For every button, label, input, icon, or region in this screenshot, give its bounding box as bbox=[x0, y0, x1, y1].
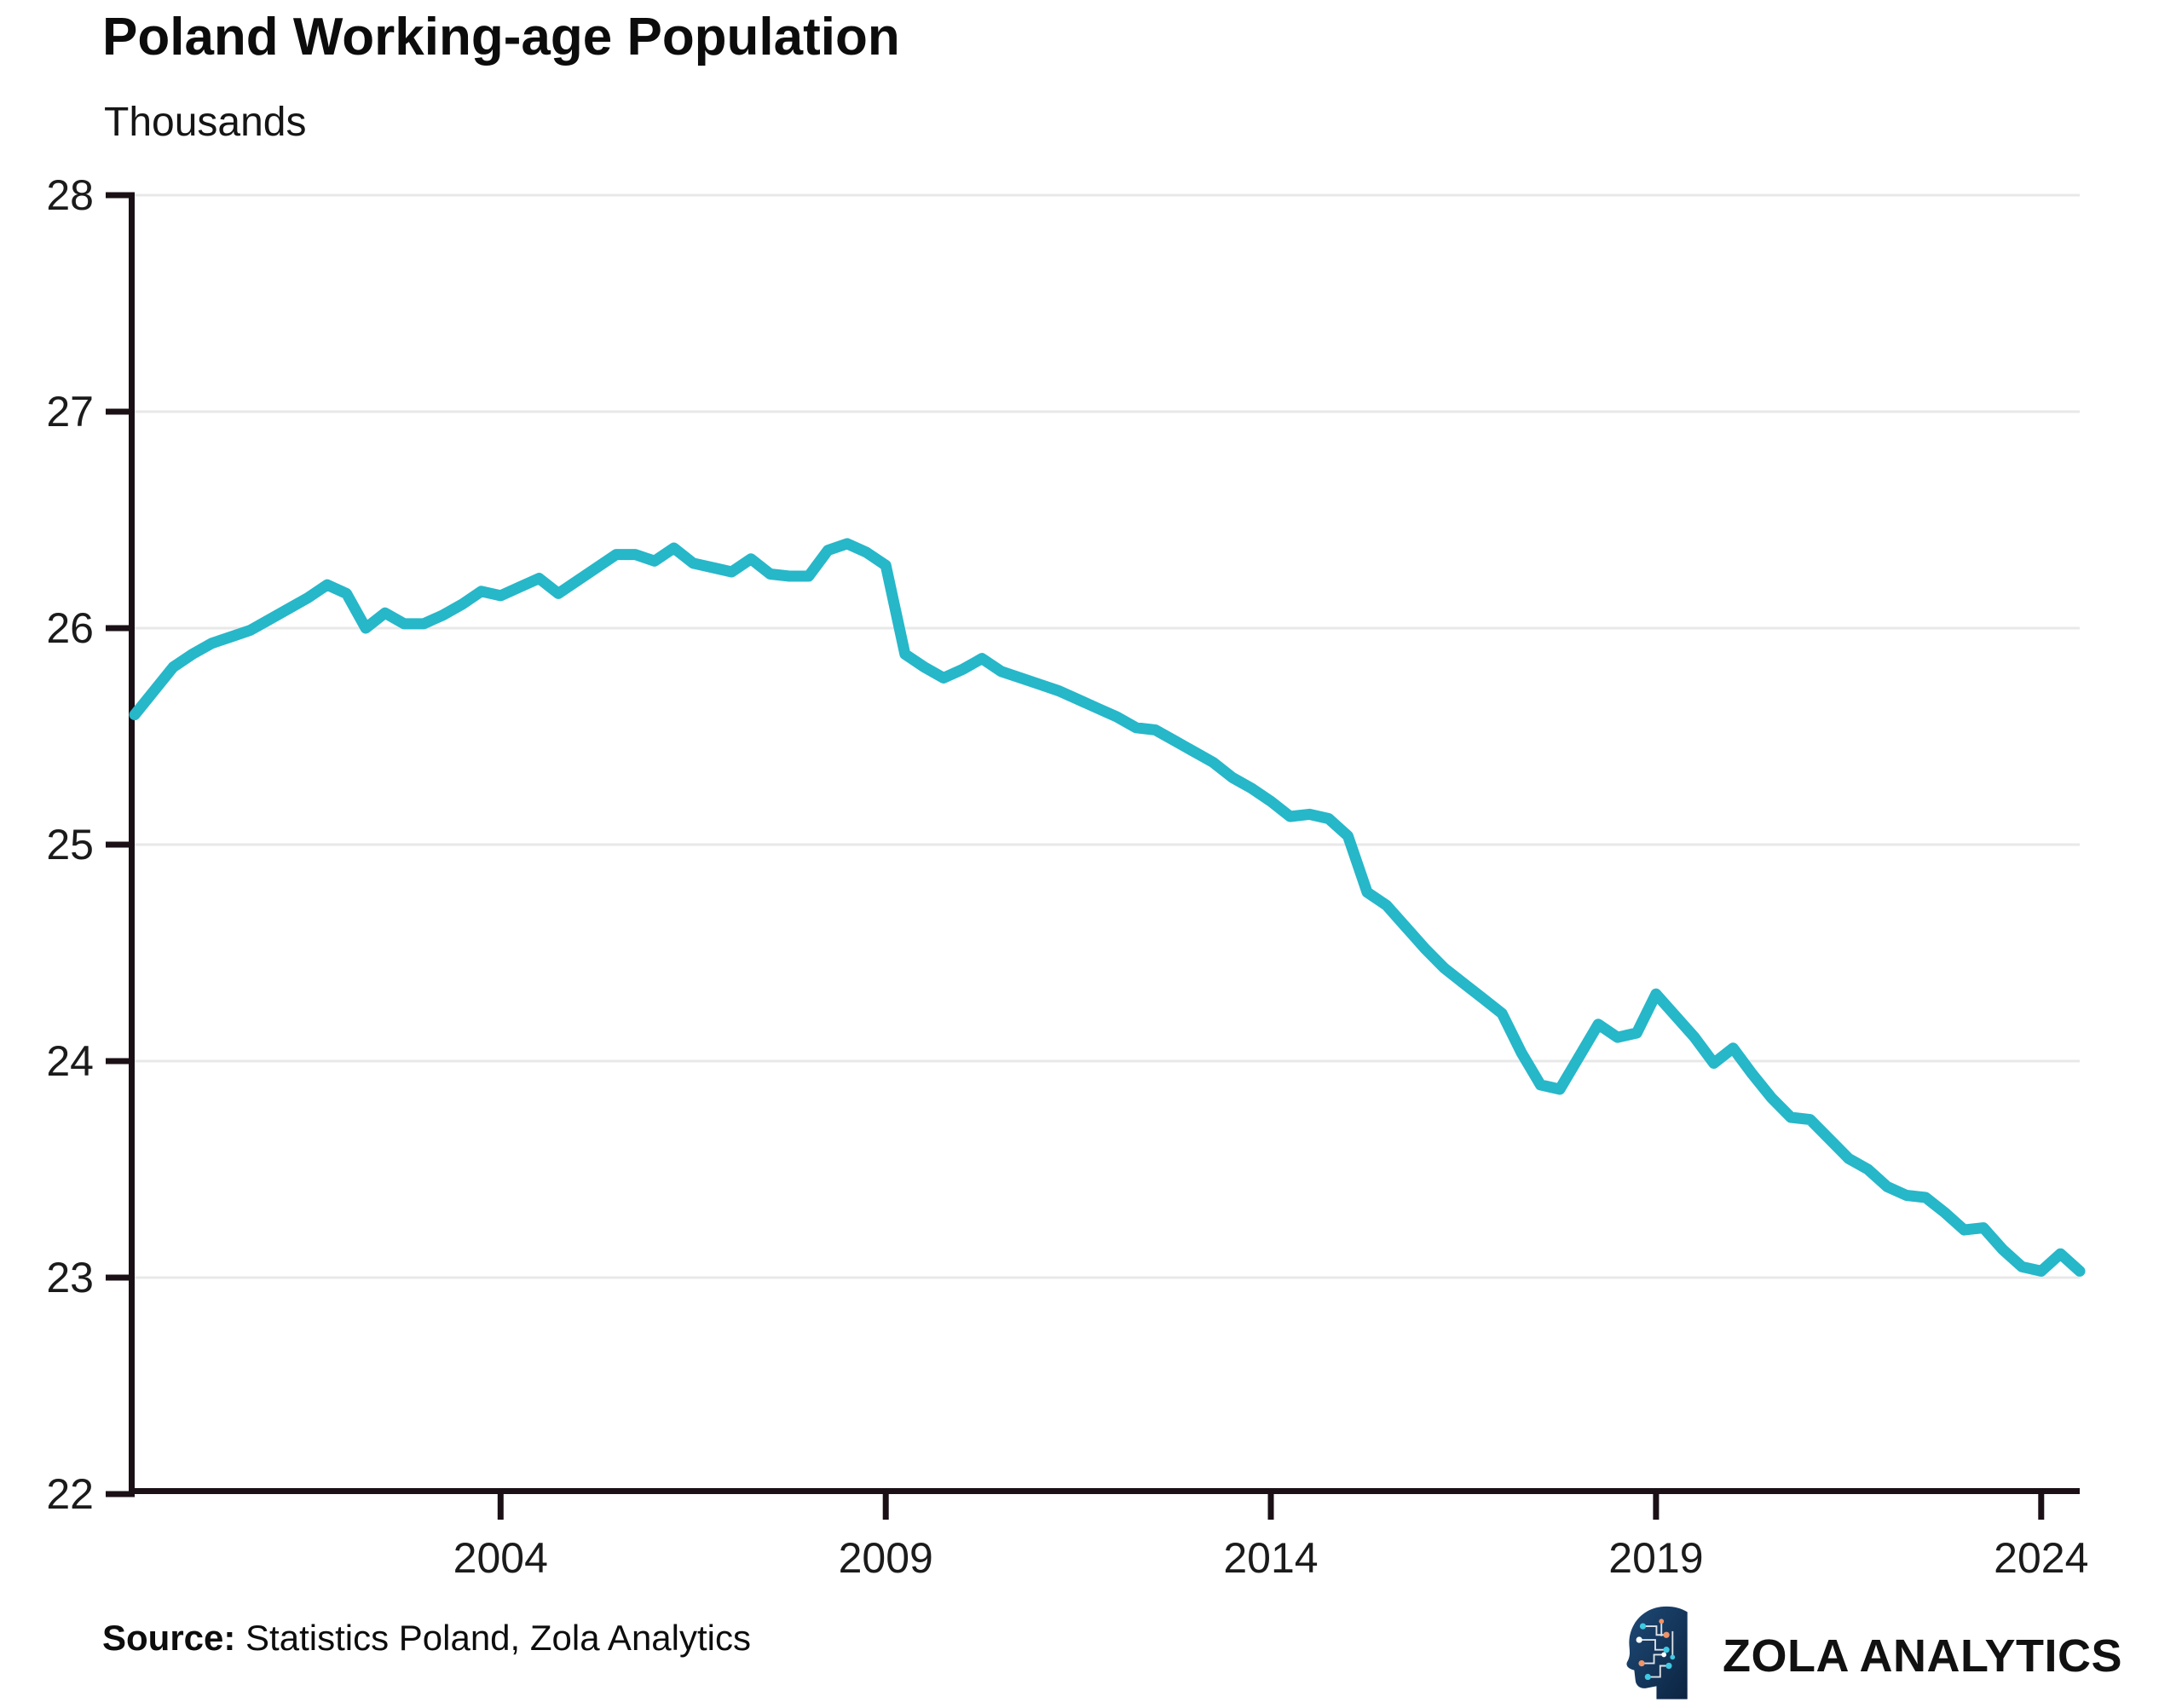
y-tick-label-24: 24 bbox=[46, 1037, 94, 1085]
y-tick-label-28: 28 bbox=[46, 171, 94, 219]
source-label: Source: bbox=[102, 1618, 236, 1658]
x-tick-label-2014: 2014 bbox=[1223, 1534, 1318, 1582]
source-text: Statistics Poland, Zola Analytics bbox=[235, 1618, 751, 1658]
zola-analytics-logo: ZOLA ANALYTICS bbox=[1610, 1604, 2122, 1707]
y-tick-label-23: 23 bbox=[46, 1254, 94, 1301]
x-tick-label-2024: 2024 bbox=[1994, 1534, 2088, 1582]
head-circuit-icon bbox=[1610, 1604, 1700, 1707]
chart-subtitle: Thousands bbox=[104, 100, 307, 145]
y-tick-label-27: 27 bbox=[46, 388, 94, 436]
source-line: Source: Statistics Poland, Zola Analytic… bbox=[102, 1618, 751, 1659]
population-series-line bbox=[129, 538, 2086, 1277]
x-tick-label-2009: 2009 bbox=[839, 1534, 933, 1582]
y-tick-label-25: 25 bbox=[46, 821, 94, 868]
chart-title: Poland Working-age Population bbox=[102, 8, 900, 66]
x-tick-label-2004: 2004 bbox=[453, 1534, 548, 1582]
y-tick-label-22: 22 bbox=[46, 1470, 94, 1518]
logo-wordmark: ZOLA ANALYTICS bbox=[1722, 1630, 2122, 1682]
x-tick-label-2019: 2019 bbox=[1608, 1534, 1703, 1582]
population-line-chart: 22 23 24 25 26 27 28 2004 2009 2014 2019 2024 bbox=[46, 171, 2088, 1582]
y-tick-label-26: 26 bbox=[46, 604, 94, 652]
